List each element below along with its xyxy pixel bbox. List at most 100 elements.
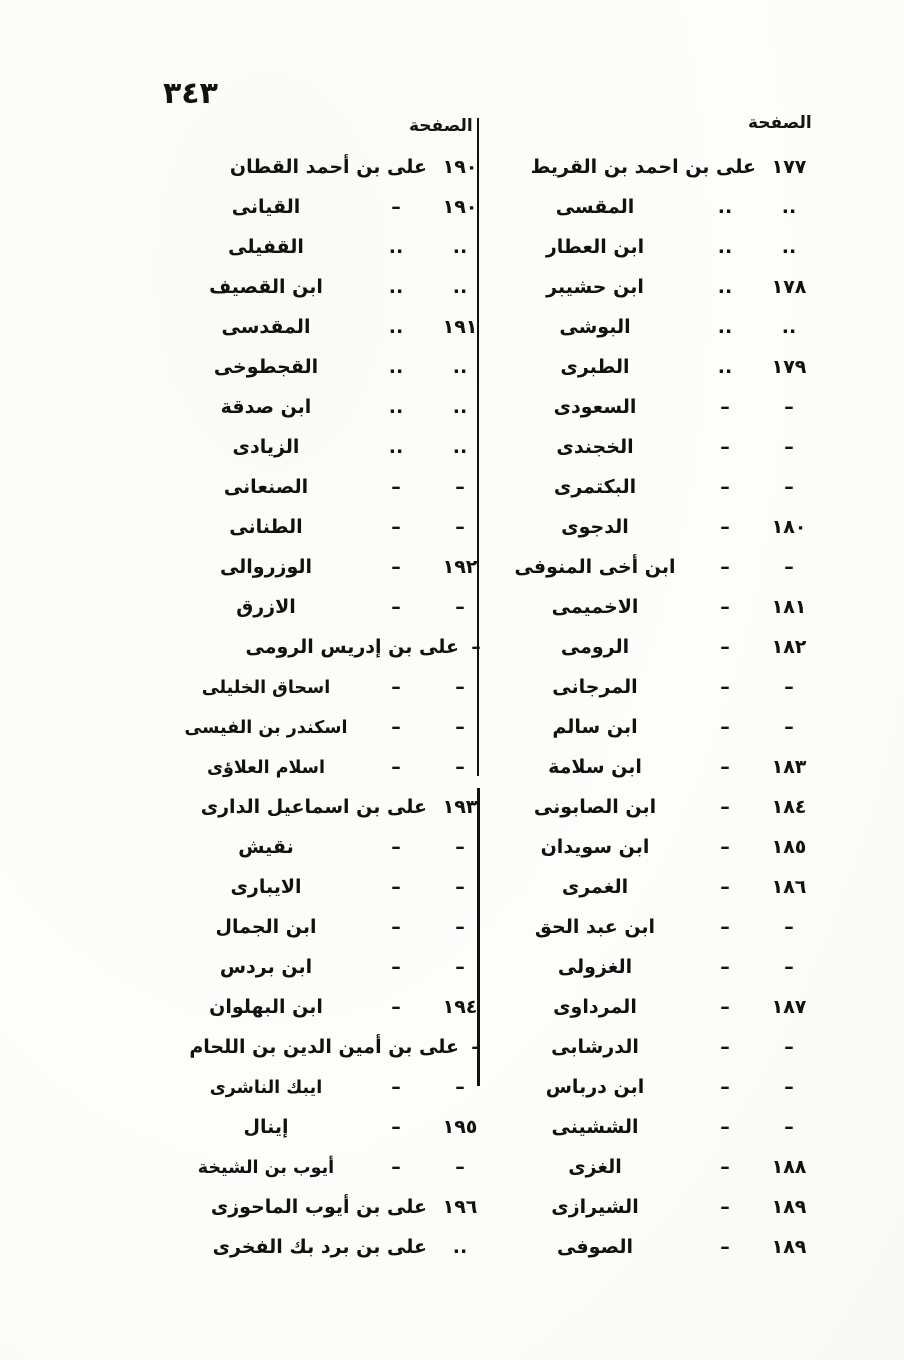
index-row: – على بن إدريس الرومى	[163, 636, 493, 676]
entry-name: السعودى	[553, 396, 637, 418]
entry-page-number: ..	[781, 196, 797, 218]
entry-page-number: –	[455, 1156, 465, 1178]
column-divider-upper	[477, 118, 479, 776]
entry-name: الخجندى	[556, 436, 634, 458]
entry-page-number: ١٩٦	[442, 1196, 478, 1218]
index-row: – – البكتمرى	[492, 476, 822, 516]
entry-page-number: –	[784, 1116, 794, 1138]
entry-name: الششينى	[551, 1116, 639, 1138]
entry-ditto-mark: ..	[717, 196, 733, 218]
index-row: ١٨١ – الاخميمى	[492, 596, 822, 636]
entry-name: البوشى	[559, 316, 631, 338]
index-row: .. على بن برد بك الفخرى	[163, 1236, 493, 1276]
index-row: .... المقسى	[492, 196, 822, 236]
entry-page-number: –	[784, 476, 794, 498]
index-row: – – اسلام العلاؤى	[163, 756, 493, 796]
entry-page-number: ..	[452, 356, 468, 378]
entry-page-number: –	[784, 436, 794, 458]
entry-page-number: ١٧٩	[771, 356, 807, 378]
entry-name: ابن القصيف	[209, 276, 323, 298]
entry-ditto-mark: –	[391, 956, 401, 978]
entry-page-number: ١٩٢	[442, 556, 478, 578]
entry-name: الازرق	[236, 596, 296, 618]
entry-name: البكتمرى	[553, 476, 637, 498]
entry-name: ابن سالم	[552, 716, 638, 738]
entry-name: المقسى	[555, 196, 635, 218]
entry-name: الايبارى	[230, 876, 302, 898]
index-row: ١٨٤ – ابن الصابونى	[492, 796, 822, 836]
entry-page-number: –	[784, 956, 794, 978]
entry-ditto-mark: ..	[717, 276, 733, 298]
index-row: ١٨٩ – الصوفى	[492, 1236, 822, 1276]
entry-ditto-mark: –	[720, 1036, 730, 1058]
entry-ditto-mark: ..	[717, 356, 733, 378]
entry-page-number: –	[471, 1036, 481, 1058]
entry-name: الزيادى	[232, 436, 300, 458]
entry-page-number: –	[784, 716, 794, 738]
index-row: – – الازرق	[163, 596, 493, 636]
index-row: ١٩٠ – القيانى	[163, 196, 493, 236]
entry-ditto-mark: –	[391, 996, 401, 1018]
entry-name: ابن العطار	[545, 236, 645, 258]
index-row: ١٧٧ على بن احمد بن القريط	[492, 156, 822, 196]
entry-ditto-mark: –	[720, 1116, 730, 1138]
page-number: ٣٤٣	[163, 76, 218, 111]
entry-ditto-mark: –	[720, 996, 730, 1018]
index-row: ١٩٣ على بن اسماعيل الدارى	[163, 796, 493, 836]
entry-ditto-mark: –	[720, 596, 730, 618]
entry-ditto-mark: –	[720, 756, 730, 778]
entry-name: ابن درباس	[545, 1076, 645, 1098]
index-row: ١٨٠ – الدجوى	[492, 516, 822, 556]
index-row: ١٨٩ – الشيرازى	[492, 1196, 822, 1236]
index-row: – – أيوب بن الشيخة	[163, 1156, 493, 1196]
entry-page-number: ١٨١	[771, 596, 807, 618]
index-column-left: ١٩٠ على بن أحمد القطان ١٩٠ – القيانى.... القف…	[163, 156, 493, 1276]
index-row: .... القجطوخى	[163, 356, 493, 396]
entry-name: نقيش	[238, 836, 294, 858]
entry-ditto-mark: –	[720, 436, 730, 458]
entry-name: القيانى	[231, 196, 301, 218]
index-row: .... الزيادى	[163, 436, 493, 476]
index-row: – – ابن درباس	[492, 1076, 822, 1116]
index-row: ١٩٦ على بن أيوب الماحوزى	[163, 1196, 493, 1236]
entry-page-number: ١٨٨	[771, 1156, 807, 1178]
index-row: – – الصنعانى	[163, 476, 493, 516]
entry-ditto-mark: –	[720, 916, 730, 938]
index-row: .... البوشى	[492, 316, 822, 356]
entry-name: اسحاق الخليلى	[201, 678, 331, 698]
index-row: – – المرجانى	[492, 676, 822, 716]
entry-name: ابن أخى المنوفى	[514, 556, 676, 578]
entry-ditto-mark: –	[391, 556, 401, 578]
entry-name: على بن إدريس الرومى	[245, 636, 460, 658]
entry-ditto-mark: –	[391, 716, 401, 738]
entry-name: الشيرازى	[551, 1196, 639, 1218]
entry-page-number: ١٩٤	[442, 996, 478, 1018]
entry-name: الغزولى	[557, 956, 633, 978]
entry-name: ابن البهلوان	[209, 996, 323, 1018]
entry-ditto-mark: –	[720, 1196, 730, 1218]
entry-page-number: –	[455, 836, 465, 858]
index-row: ١٨٨ – الغزى	[492, 1156, 822, 1196]
index-row: ١٩٥ – إينال	[163, 1116, 493, 1156]
entry-ditto-mark: –	[391, 1156, 401, 1178]
entry-ditto-mark: –	[391, 196, 401, 218]
entry-name: الدرشابى	[551, 1036, 639, 1058]
index-row: – – الغزولى	[492, 956, 822, 996]
entry-page-number: –	[455, 516, 465, 538]
entry-name: الدجوى	[561, 516, 629, 538]
entry-page-number: ..	[452, 436, 468, 458]
entry-name: ابن الجمال	[215, 916, 317, 938]
entry-name: القفيلى	[228, 236, 304, 258]
entry-ditto-mark: –	[720, 636, 730, 658]
entry-page-number: ١٨٩	[771, 1236, 807, 1258]
entry-ditto-mark: –	[720, 836, 730, 858]
entry-ditto-mark: –	[720, 516, 730, 538]
index-row: ١٩١.. المقدسى	[163, 316, 493, 356]
entry-name: المرداوى	[553, 996, 637, 1018]
index-row: – – ابن أخى المنوفى	[492, 556, 822, 596]
entry-name: على بن اسماعيل الدارى	[200, 796, 427, 818]
entry-name: ابن بردس	[219, 956, 313, 978]
entry-ditto-mark: –	[720, 556, 730, 578]
entry-name: على بن أحمد القطان	[229, 156, 427, 178]
